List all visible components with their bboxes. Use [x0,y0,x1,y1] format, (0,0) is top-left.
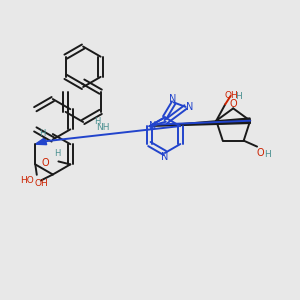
Text: H: H [40,129,46,138]
Text: H: H [54,149,60,158]
Text: HO: HO [20,176,34,185]
Text: O: O [42,158,50,168]
Text: OH: OH [224,91,238,100]
Text: H: H [235,92,242,101]
Text: OH: OH [34,179,48,188]
Text: N: N [186,102,194,112]
Text: H: H [264,150,271,159]
Text: NH: NH [97,123,110,132]
Text: N: N [169,94,176,104]
Polygon shape [35,138,47,145]
Text: O: O [230,99,237,109]
Text: N: N [149,121,157,131]
Text: N: N [161,152,169,162]
Text: H: H [94,117,101,126]
Text: O: O [256,148,264,158]
Polygon shape [152,118,250,126]
